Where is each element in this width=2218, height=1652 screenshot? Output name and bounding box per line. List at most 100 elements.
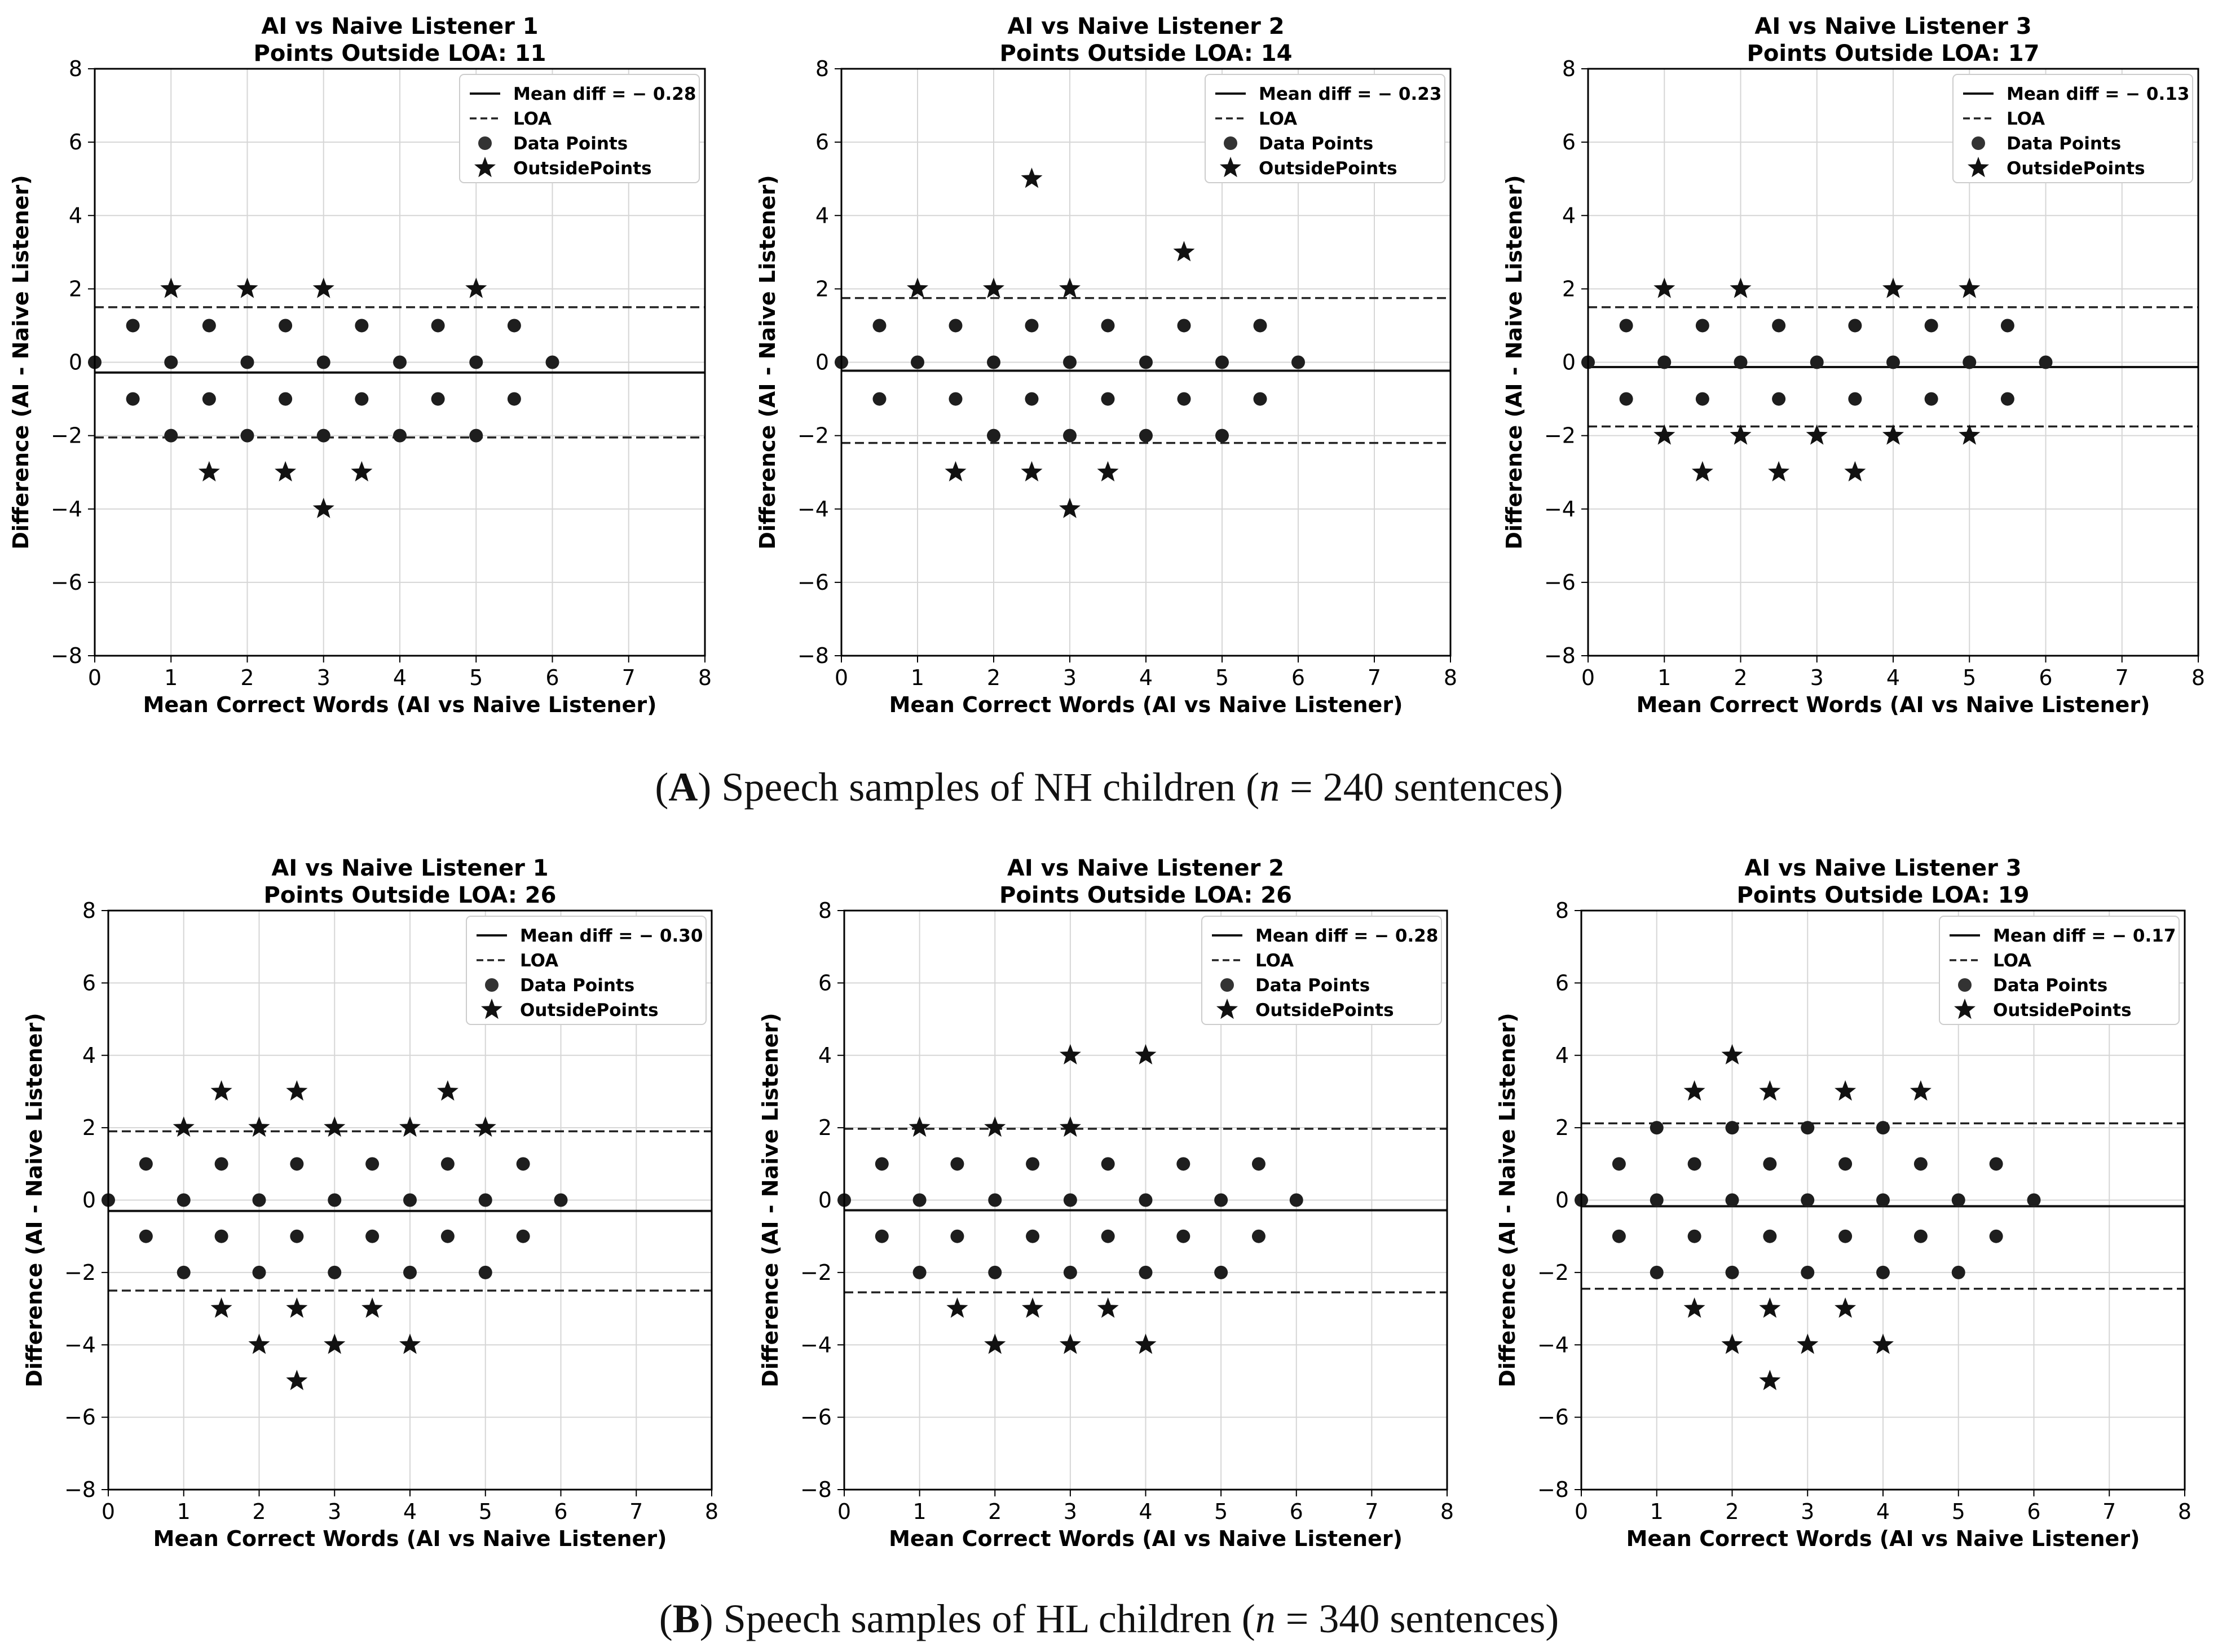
- data-point: [252, 1193, 266, 1207]
- data-point: [1989, 1229, 2003, 1243]
- data-point: [126, 392, 140, 406]
- x-tick-label: 6: [545, 665, 559, 690]
- outside-point: [286, 1297, 308, 1318]
- outside-point: [286, 1370, 308, 1390]
- outside-point: [1797, 1333, 1819, 1354]
- caption-b: (B) Speech samples of HL children (n = 3…: [659, 1596, 1559, 1641]
- y-tick-label: −4: [797, 497, 829, 522]
- x-tick-label: 7: [1365, 1499, 1378, 1524]
- caption-a: (A) Speech samples of NH children (n = 2…: [655, 765, 1563, 810]
- chart-title: AI vs Naive Listener 2: [1007, 14, 1284, 39]
- y-tick-label: −8: [64, 1477, 96, 1502]
- x-tick-label: 8: [705, 1499, 718, 1524]
- data-point: [949, 319, 963, 333]
- outside-point: [984, 1116, 1006, 1137]
- data-point: [1612, 1157, 1626, 1171]
- outside-point: [1059, 1333, 1081, 1354]
- outside-point: [1135, 1044, 1157, 1064]
- legend-box: [459, 74, 700, 183]
- data-point: [1101, 319, 1115, 333]
- y-tick-label: 0: [1555, 1188, 1569, 1213]
- data-point: [1876, 1193, 1890, 1207]
- x-tick-label: 7: [1368, 665, 1381, 690]
- data-point: [316, 355, 330, 369]
- data-point: [1215, 429, 1229, 443]
- y-tick-label: 8: [1562, 56, 1576, 81]
- data-point: [1063, 429, 1077, 443]
- data-point: [1838, 1229, 1853, 1243]
- legend: Mean diff = − 0.30 LOA Data Points OutsideP…: [466, 916, 707, 1025]
- data-point: [1657, 355, 1672, 369]
- legend-data-marker: [485, 978, 499, 992]
- y-tick-label: 8: [815, 56, 829, 81]
- data-point: [507, 392, 521, 406]
- data-point: [355, 319, 369, 333]
- data-point: [1291, 355, 1305, 369]
- data-point: [1101, 1229, 1115, 1243]
- x-tick-label: 2: [240, 665, 254, 690]
- x-tick-label: 8: [1444, 665, 1457, 690]
- y-tick-label: −4: [1544, 497, 1576, 522]
- outside-point: [465, 277, 487, 298]
- x-tick-label: 5: [1215, 665, 1229, 690]
- outside-point: [248, 1116, 270, 1137]
- data-point: [469, 355, 483, 369]
- legend-outside-marker: [1954, 999, 1976, 1019]
- x-tick-label: 3: [328, 1499, 341, 1524]
- data-point: [1886, 355, 1900, 369]
- outside-point: [1768, 461, 1790, 482]
- data-point: [2000, 319, 2014, 333]
- data-point: [950, 1229, 964, 1243]
- x-tick-label: 3: [1801, 1499, 1814, 1524]
- data-point: [1695, 319, 1709, 333]
- y-tick-label: −4: [1537, 1332, 1569, 1357]
- legend-outside-label: OutsidePoints: [2007, 158, 2145, 179]
- data-point: [1026, 1157, 1040, 1171]
- y-axis-label: Difference (AI - Naive Listener): [758, 1013, 783, 1387]
- plot-frame: [840, 68, 1452, 657]
- data-point: [316, 429, 330, 443]
- outside-point: [1882, 424, 1904, 445]
- plot-frame: [1580, 909, 2186, 1491]
- data-point: [1801, 1265, 1815, 1279]
- y-tick-label: −2: [64, 1260, 96, 1285]
- data-point: [1725, 1265, 1739, 1279]
- y-tick-label: 4: [815, 203, 829, 228]
- y-tick-label: 4: [1555, 1043, 1569, 1068]
- x-tick-label: 0: [1581, 665, 1595, 690]
- outside-point: [984, 1333, 1006, 1354]
- x-axis-label: Mean Correct Words (AI vs Naive Listener…: [889, 1526, 1403, 1551]
- outside-point: [324, 1116, 346, 1137]
- outside-point: [286, 1080, 308, 1101]
- data-point: [912, 1193, 927, 1207]
- legend-loa-label: LOA: [1993, 951, 2031, 971]
- data-point: [1063, 1193, 1077, 1207]
- data-point: [279, 392, 293, 406]
- data-point: [1913, 1157, 1928, 1171]
- x-tick-label: 8: [2191, 665, 2205, 690]
- x-tick-label: 3: [1063, 665, 1077, 690]
- outside-point: [1721, 1044, 1743, 1064]
- legend-outside-label: OutsidePoints: [1259, 158, 1397, 179]
- x-tick-label: 7: [2102, 1499, 2116, 1524]
- outside-point: [312, 497, 334, 518]
- legend-data-marker: [1958, 978, 1972, 992]
- data-point: [516, 1157, 530, 1171]
- legend-mean-label: Mean diff = − 0.30: [520, 926, 703, 946]
- y-tick-label: 6: [82, 970, 96, 995]
- x-tick-label: 7: [622, 665, 636, 690]
- data-point: [1619, 392, 1633, 406]
- chart-subtitle: Points Outside LOA: 11: [254, 41, 546, 67]
- data-point: [1619, 319, 1633, 333]
- outside-point: [1683, 1080, 1705, 1101]
- x-tick-label: 1: [164, 665, 178, 690]
- y-tick-label: −8: [1537, 1477, 1569, 1502]
- outside-point: [1806, 424, 1828, 445]
- x-tick-label: 8: [1440, 1499, 1454, 1524]
- outside-point: [1759, 1370, 1781, 1390]
- legend-outside-marker: [1968, 157, 1989, 178]
- data-point: [431, 392, 445, 406]
- outside-point: [1759, 1297, 1781, 1318]
